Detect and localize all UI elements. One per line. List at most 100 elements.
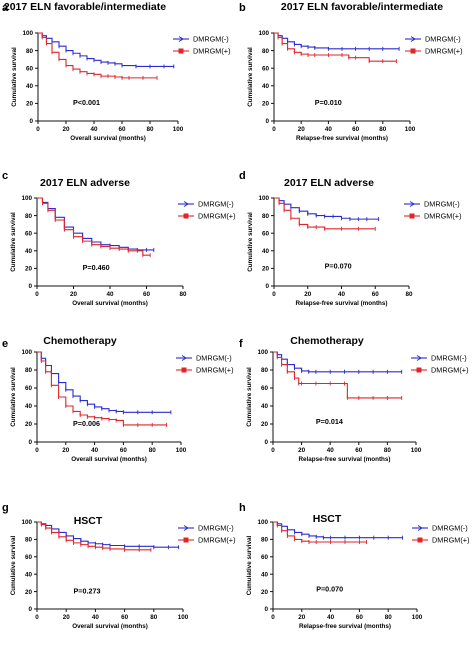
x-tick-label: 0 (35, 614, 39, 621)
x-tick-label: 20 (62, 126, 70, 133)
y-tick-label: 100 (257, 519, 268, 526)
x-tick-label: 60 (118, 126, 126, 133)
x-tick-label: 100 (178, 614, 189, 621)
panel-letter: b (239, 2, 246, 14)
x-axis-title: Relapse-free survival (months) (295, 300, 387, 307)
km-panel-g: g HSCT 0 20 40 60 80 100 0 20 40 60 80 100 Overall sur… (2, 502, 236, 630)
p-value-label: P=0.070 (316, 585, 343, 594)
legend-square-marker (178, 48, 184, 54)
survival-curve-dmrgm-neg (274, 32, 400, 50)
y-tick-label: 0 (28, 606, 32, 613)
legend-entry: DMRGM(+) (404, 212, 462, 221)
x-tick-label: 80 (149, 447, 157, 454)
legend-arrow-marker (183, 201, 189, 207)
legend-square-marker (417, 537, 423, 543)
y-tick-label: 40 (26, 83, 34, 90)
y-tick-label: 0 (264, 606, 268, 613)
y-tick-label: 80 (262, 48, 270, 55)
legend-label: DMRGM(-) (193, 35, 229, 44)
x-axis-title: Overall survival (months) (70, 135, 146, 142)
legend-label: DMRGM(+) (198, 536, 236, 545)
x-tick-label: 0 (272, 126, 276, 133)
y-tick-label: 20 (261, 421, 269, 428)
y-tick-label: 80 (262, 213, 270, 220)
y-tick-label: 80 (261, 537, 269, 544)
y-tick-label: 40 (25, 571, 33, 578)
y-tick-label: 20 (261, 589, 269, 596)
panel-letter: f (239, 338, 243, 350)
y-axis-title: Cumulative survival (247, 47, 254, 107)
x-tick-label: 0 (35, 291, 39, 298)
y-tick-label: 20 (262, 266, 270, 273)
y-tick-label: 60 (262, 230, 270, 237)
legend-arrow-marker (417, 525, 423, 531)
y-tick-label: 80 (25, 367, 33, 374)
legend-entry: DMRGM(+) (173, 47, 231, 56)
p-value-label: P=0.070 (325, 261, 352, 270)
legend-entry: DMRGM(+) (178, 536, 236, 545)
legend-entry: DMRGM(-) (411, 354, 467, 363)
x-tick-label: 0 (35, 447, 39, 454)
p-value-label: P<0.001 (73, 98, 100, 107)
km-panel-h: h HSCT 0 20 40 60 80 100 0 20 40 60 80 100 Relapse-fre… (239, 502, 470, 630)
y-tick-label: 40 (25, 403, 33, 410)
panel-letter: e (2, 338, 8, 350)
legend-entry: DMRGM(-) (178, 200, 234, 209)
legend-square-marker (416, 367, 422, 373)
y-tick-label: 60 (26, 65, 34, 72)
legend-entry: DMRGM(-) (404, 200, 460, 209)
legend-label: DMRGM(-) (196, 354, 232, 363)
legend-label: DMRGM(-) (198, 524, 234, 533)
x-tick-label: 80 (384, 447, 392, 454)
y-tick-label: 80 (26, 48, 34, 55)
legend-entry: DMRGM(+) (405, 47, 463, 56)
legend-arrow-marker (183, 525, 189, 531)
x-tick-label: 20 (62, 447, 70, 454)
p-value-label: P=0.460 (83, 263, 110, 272)
km-panel-d: d 2017 ELN adverse 0 20 40 60 80 100 0 20 40 60 80 Re… (239, 170, 462, 307)
p-value-label: P=0.006 (73, 419, 100, 428)
x-tick-label: 20 (298, 126, 306, 133)
panel-title: 2017 ELN adverse (284, 177, 374, 189)
y-tick-label: 20 (25, 589, 33, 596)
legend-square-marker (410, 48, 416, 54)
x-tick-label: 100 (411, 447, 422, 454)
y-axis-title: Cumulative survival (10, 536, 17, 596)
legend-square-marker (409, 213, 415, 219)
x-axis-title: Overall survival (months) (72, 300, 148, 307)
km-panel-e: e Chemotherapy 0 20 40 60 80 100 0 20 40 60 80 100 Ove… (2, 335, 234, 463)
panel-letter: a (2, 2, 9, 14)
panel-title: HSCT (313, 513, 342, 525)
survival-curve-dmrgm-neg (273, 351, 402, 373)
x-tick-label: 80 (379, 126, 387, 133)
x-tick-label: 60 (372, 291, 380, 298)
x-axis-title: Overall survival (months) (71, 456, 147, 463)
x-tick-label: 20 (298, 447, 306, 454)
y-tick-label: 40 (262, 248, 270, 255)
legend-entry: DMRGM(-) (173, 35, 229, 44)
legend-label: DMRGM(+) (193, 47, 231, 56)
x-tick-label: 20 (70, 291, 78, 298)
panel-title: 2017 ELN adverse (40, 177, 130, 189)
x-tick-label: 40 (91, 447, 99, 454)
x-tick-label: 100 (405, 126, 416, 133)
panel-letter: c (2, 170, 8, 182)
legend-entry: DMRGM(-) (178, 524, 234, 533)
km-panel-b: b 2017 ELN favorable/intermediate 0 20 40 60 8… (239, 1, 463, 142)
y-tick-label: 80 (25, 213, 33, 220)
panel-title: Chemotherapy (290, 335, 364, 347)
y-tick-label: 60 (25, 385, 33, 392)
x-tick-label: 0 (272, 291, 276, 298)
x-tick-label: 20 (63, 614, 71, 621)
legend-label: DMRGM(+) (196, 366, 234, 375)
x-tick-label: 40 (325, 126, 333, 133)
y-tick-label: 100 (22, 30, 33, 37)
x-tick-label: 0 (36, 126, 40, 133)
y-tick-label: 60 (262, 65, 270, 72)
legend-arrow-marker (181, 355, 187, 361)
legend-label: DMRGM(-) (432, 524, 468, 533)
legend-label: DMRGM(+) (425, 47, 463, 56)
y-tick-label: 60 (25, 554, 33, 561)
y-tick-label: 0 (265, 118, 269, 125)
